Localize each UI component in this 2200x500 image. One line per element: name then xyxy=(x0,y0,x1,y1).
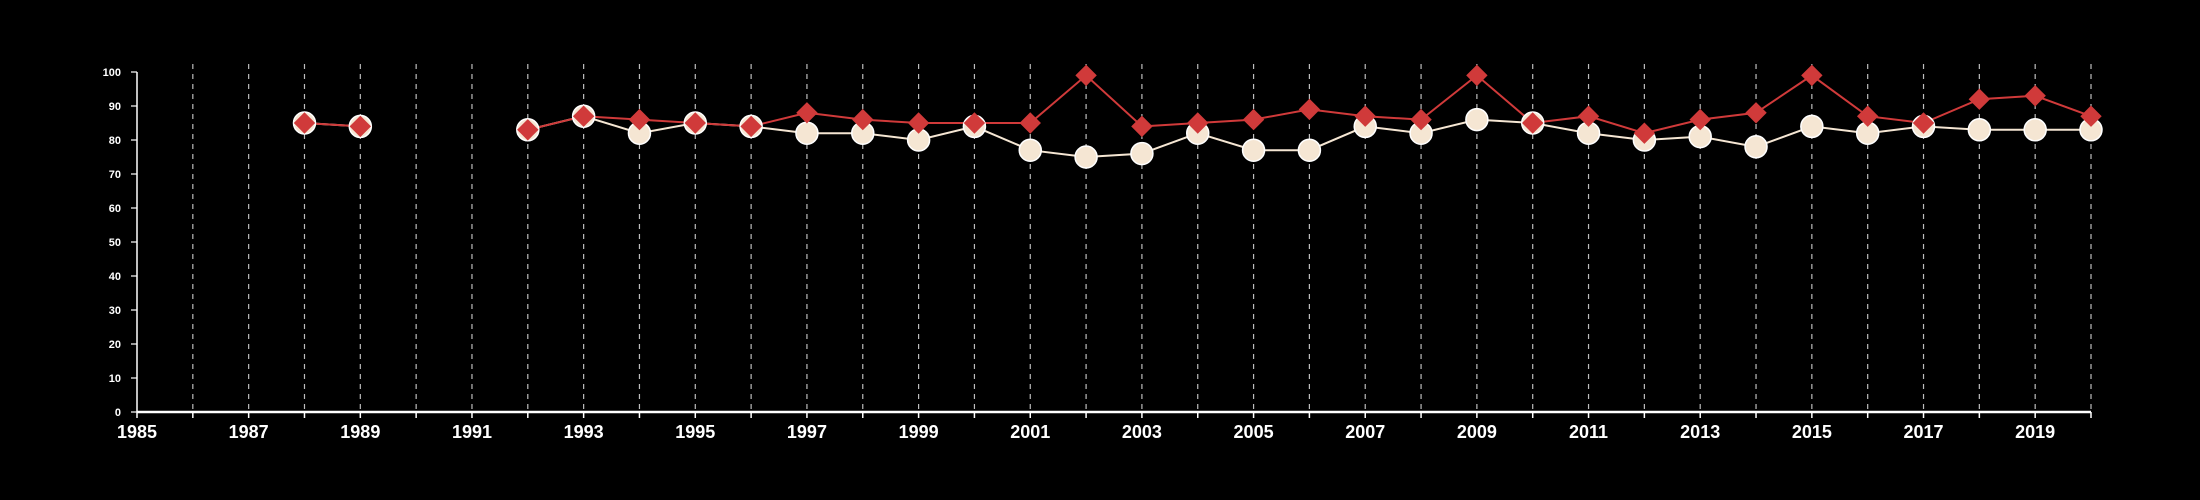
x-tick-label-2011: 2011 xyxy=(1569,422,1608,442)
series-2-point-2011 xyxy=(1577,105,1600,127)
series-2-point-2019 xyxy=(2024,85,2046,107)
y-tick-label-10: 10 xyxy=(109,373,121,385)
series-2-point-1999 xyxy=(907,112,930,134)
axes: 0 10 20 30 40 50 60 70 80 90 100 1985 1987 1989 1991 19… xyxy=(103,67,2092,442)
x-tick-label-1999: 1999 xyxy=(899,422,939,442)
series-2-point-2008 xyxy=(1410,108,1432,131)
series-1-point-2002 xyxy=(1074,145,1098,169)
x-tick-label-2015: 2015 xyxy=(1792,422,1832,442)
x-tick-label-2001: 2001 xyxy=(1010,422,1050,442)
series-1-point-2003 xyxy=(1130,141,1154,166)
y-tick-label-20: 20 xyxy=(109,339,121,351)
x-tick-label-1997: 1997 xyxy=(787,422,827,442)
series-2-point-2017 xyxy=(1912,112,1935,134)
series-2-point-1989 xyxy=(349,115,372,138)
x-tick-label-1993: 1993 xyxy=(564,422,604,442)
series-2-point-1996 xyxy=(740,115,762,138)
series-1-point-2014 xyxy=(1744,135,1768,159)
series-2-point-1995 xyxy=(684,112,706,134)
series-1-point-2018 xyxy=(1967,118,1992,142)
series-2-point-1997 xyxy=(796,102,818,124)
series-2-point-1998 xyxy=(852,108,874,131)
y-tick-label-100: 100 xyxy=(103,67,121,79)
series-2-point-2012 xyxy=(1633,122,1656,144)
series-2-point-2007 xyxy=(1354,105,1376,127)
y-tick-label-0: 0 xyxy=(115,407,121,419)
series-2-point-2000 xyxy=(963,112,986,134)
y-tick-label-90: 90 xyxy=(109,101,121,113)
series-2-point-2010 xyxy=(1522,112,1544,134)
y-tick-label-80: 80 xyxy=(109,135,121,147)
series-2-point-1992 xyxy=(517,119,539,141)
x-tick-label-2003: 2003 xyxy=(1122,422,1162,442)
x-tick-label-2019: 2019 xyxy=(2015,422,2055,442)
y-tick-label-60: 60 xyxy=(109,203,121,215)
x-tick-label-1985: 1985 xyxy=(117,422,157,442)
series-2-point-2006 xyxy=(1298,98,1321,121)
series-1-point-2009 xyxy=(1465,107,1489,132)
series-1-point-2001 xyxy=(1018,138,1043,162)
series-2-point-2002 xyxy=(1075,64,1097,87)
series-1-point-2006 xyxy=(1297,138,1322,162)
series-2-point-2003 xyxy=(1131,115,1153,138)
y-tick-label-70: 70 xyxy=(109,169,121,181)
series-2-point-2016 xyxy=(1856,105,1879,127)
y-tick-label-50: 50 xyxy=(109,237,121,249)
grid-lines xyxy=(192,64,2092,412)
x-tick-label-2013: 2013 xyxy=(1680,422,1720,442)
series-2-point-2013 xyxy=(1689,108,1711,131)
x-tick-label-2017: 2017 xyxy=(1903,422,1943,442)
series-2-point-2009 xyxy=(1466,64,1488,87)
series-2-point-2020 xyxy=(2080,105,2102,127)
series-2-point-2004 xyxy=(1187,112,1209,134)
series-2-point-2014 xyxy=(1745,102,1767,124)
data-markers xyxy=(292,64,2103,169)
y-tick-label-40: 40 xyxy=(109,271,121,283)
series-2-point-1994 xyxy=(628,108,651,131)
x-tick-label-1987: 1987 xyxy=(229,422,269,442)
series-2-point-2015 xyxy=(1801,64,1823,87)
series-2-point-2018 xyxy=(1968,88,1991,110)
x-tick-label-2007: 2007 xyxy=(1345,422,1385,442)
x-tick-label-1989: 1989 xyxy=(340,422,380,442)
series-2-point-2005 xyxy=(1242,108,1265,131)
x-tick-label-1995: 1995 xyxy=(675,422,715,442)
series-2-point-2001 xyxy=(1019,112,1041,134)
series-1-point-2015 xyxy=(1800,114,1824,139)
x-tick-label-2005: 2005 xyxy=(1234,422,1274,442)
series-2-point-1993 xyxy=(572,105,595,127)
series-1-point-1997 xyxy=(795,121,819,145)
series-1-point-2019 xyxy=(2023,118,2047,142)
series-1-point-2005 xyxy=(1241,138,1266,162)
x-tick-label-2009: 2009 xyxy=(1457,422,1497,442)
series-2-point-1988 xyxy=(293,112,316,134)
x-tick-label-1991: 1991 xyxy=(452,422,492,442)
y-tick-label-30: 30 xyxy=(109,305,121,317)
